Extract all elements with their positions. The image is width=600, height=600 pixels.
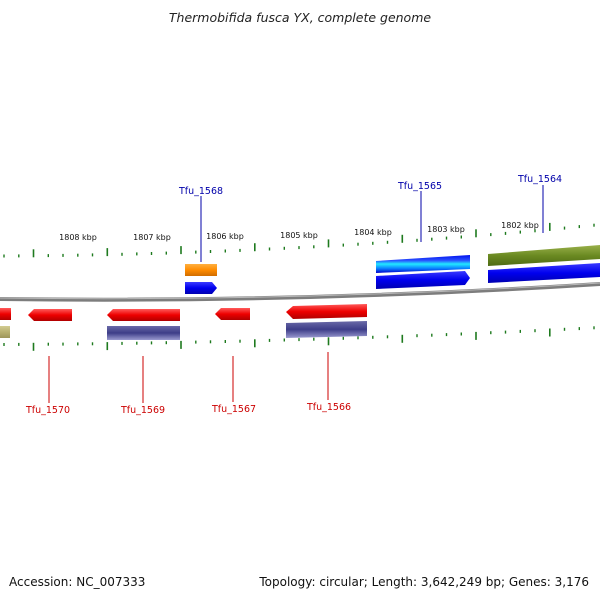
- genome-backbone: [0, 282, 600, 302]
- map-title: Thermobifida fusca YX, complete genome: [168, 10, 432, 25]
- accession-text: Accession: NC_007333: [9, 575, 146, 589]
- scale-label: 1806 kbp: [206, 232, 244, 241]
- topology-summary: Topology: circular; Length: 3,642,249 bp…: [259, 575, 589, 589]
- gene-feature[interactable]: [286, 304, 367, 319]
- gene-label-tfu-1564[interactable]: Tfu_1564: [517, 174, 562, 185]
- gene-feature[interactable]: [376, 271, 470, 289]
- scale-label: 1808 kbp: [59, 233, 97, 242]
- gene-label-tfu-1566[interactable]: Tfu_1566: [306, 402, 351, 413]
- gene-label-tfu-1565[interactable]: Tfu_1565: [397, 181, 442, 192]
- gene-feature[interactable]: [185, 264, 217, 276]
- scale-label: 1804 kbp: [354, 228, 392, 237]
- gene-feature[interactable]: [488, 263, 600, 283]
- gene-feature[interactable]: [488, 245, 600, 266]
- scale-label: 1805 kbp: [280, 231, 318, 240]
- gene-label-tfu-1570[interactable]: Tfu_1570: [25, 405, 70, 416]
- tick-row-upper: [3, 222, 595, 258]
- gene-feature[interactable]: [107, 309, 180, 321]
- gene-feature[interactable]: [185, 282, 217, 294]
- forward-genes: [185, 245, 600, 294]
- gene-label-tfu-1569[interactable]: Tfu_1569: [120, 405, 165, 416]
- tick-row-lower: [3, 326, 595, 351]
- gene-feature[interactable]: [107, 326, 180, 340]
- scale-labels: 1808 kbp 1807 kbp 1806 kbp 1805 kbp 1804…: [59, 221, 539, 242]
- gene-label-tfu-1568[interactable]: Tfu_1568: [178, 186, 223, 197]
- gene-feature[interactable]: [0, 308, 11, 320]
- gene-feature[interactable]: [376, 255, 470, 273]
- reverse-genes: [0, 304, 367, 340]
- gene-feature[interactable]: [286, 321, 367, 338]
- gene-feature[interactable]: [215, 308, 250, 320]
- scale-label: 1803 kbp: [427, 225, 465, 234]
- scale-label: 1807 kbp: [133, 233, 171, 242]
- scale-label: 1802 kbp: [501, 221, 539, 230]
- gene-label-tfu-1567[interactable]: Tfu_1567: [211, 404, 256, 415]
- gene-feature[interactable]: [0, 326, 10, 338]
- gene-feature[interactable]: [28, 309, 72, 321]
